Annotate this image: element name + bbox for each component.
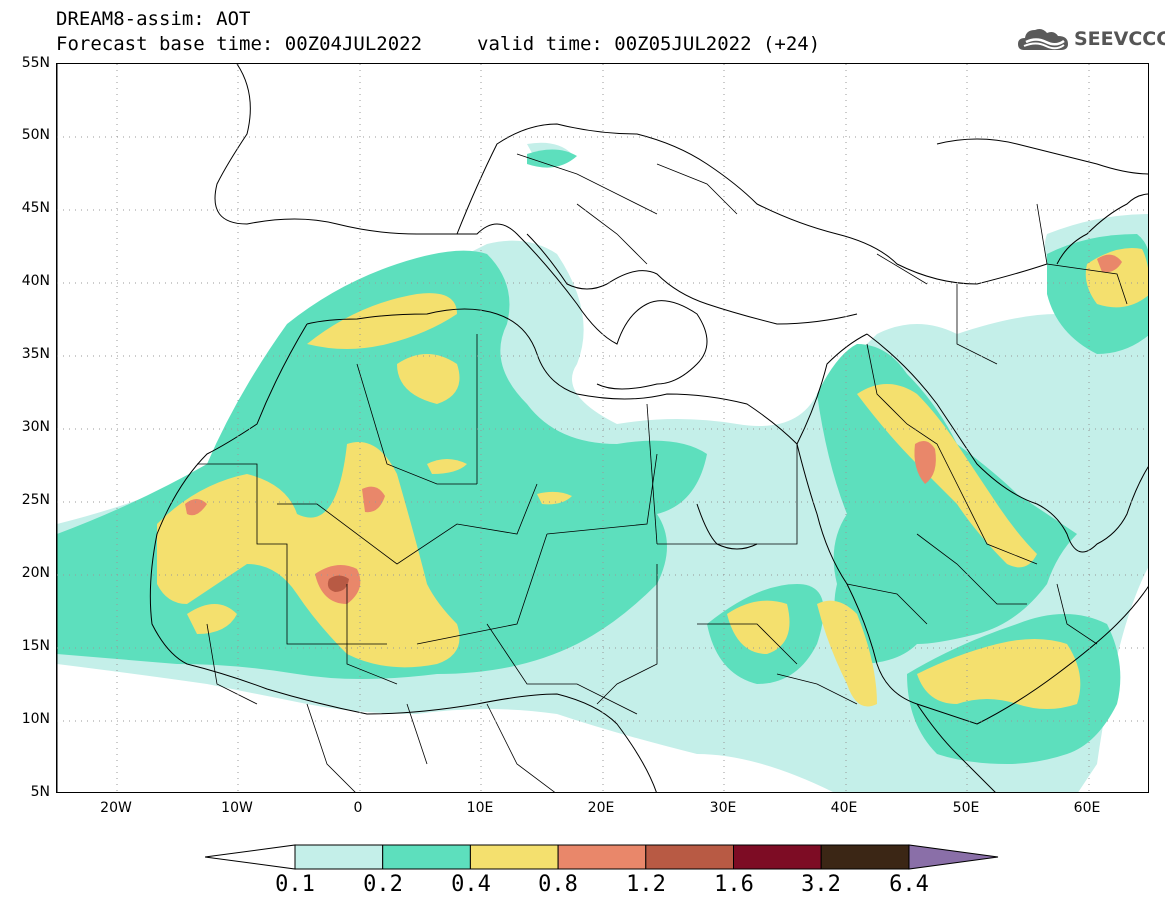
lon-label-0: 0 (353, 800, 363, 816)
legend-value-0.2: 0.2 (363, 872, 403, 897)
legend-value-0.1: 0.1 (275, 872, 315, 897)
coastlines (57, 64, 1148, 792)
valid-time: valid time: 00Z05JUL2022 (+24) (477, 33, 821, 55)
lon-label-20w: 20W (100, 800, 132, 816)
lon-label-30e: 30E (709, 800, 737, 816)
seevccc-logo: SEEVCCC (1016, 22, 1165, 58)
colorbar-cell-1.6 (733, 844, 822, 870)
lon-label-40e: 40E (830, 800, 858, 816)
colorbar-cell-0.4 (469, 844, 559, 870)
lat-label-45n: 45N (21, 200, 50, 216)
forecast-base-time: Forecast base time: 00Z04JUL2022 (56, 33, 423, 55)
lat-label-35n: 35N (21, 346, 50, 362)
gridlines (57, 64, 1148, 792)
colorbar (205, 844, 999, 870)
lat-label-10n: 10N (21, 711, 50, 727)
lat-label-50n: 50N (21, 127, 50, 143)
cloud-icon (1018, 29, 1068, 50)
lon-label-10w: 10W (221, 800, 253, 816)
lat-label-20n: 20N (21, 565, 50, 581)
colorbar-under-arrow (205, 844, 296, 870)
legend-value-0.8: 0.8 (538, 872, 578, 897)
legend-value-6.4: 6.4 (889, 872, 929, 897)
lat-label-55n: 55N (21, 55, 50, 71)
aot-level-0.4 (157, 248, 1148, 709)
colorbar-cell-0.1 (294, 844, 384, 870)
colorbar-cell-0.2 (382, 844, 471, 870)
legend-value-3.2: 3.2 (801, 872, 841, 897)
map-title: DREAM8-assim: AOT (56, 8, 251, 30)
aot-level-1.2 (327, 575, 349, 592)
colorbar-cell-0.8 (557, 844, 647, 870)
legend-value-1.2: 1.2 (626, 872, 666, 897)
lat-label-25n: 25N (21, 492, 50, 508)
lat-label-30n: 30N (21, 419, 50, 435)
colorbar-cell-1.2 (645, 844, 734, 870)
aot-map (56, 63, 1149, 793)
lon-label-60e: 60E (1073, 800, 1101, 816)
lat-label-15n: 15N (21, 638, 50, 654)
logo-text: SEEVCCC (1074, 28, 1165, 50)
lon-label-10e: 10E (466, 800, 494, 816)
lon-label-50e: 50E (952, 800, 980, 816)
lat-label-5n: 5N (30, 784, 50, 800)
colorbar-over-arrow (908, 844, 999, 870)
lat-label-40n: 40N (21, 273, 50, 289)
borders (197, 153, 1128, 792)
legend-value-1.6: 1.6 (714, 872, 754, 897)
colorbar-cell-3.2 (820, 844, 910, 870)
lon-label-20e: 20E (587, 800, 615, 816)
legend-value-0.4: 0.4 (451, 872, 491, 897)
